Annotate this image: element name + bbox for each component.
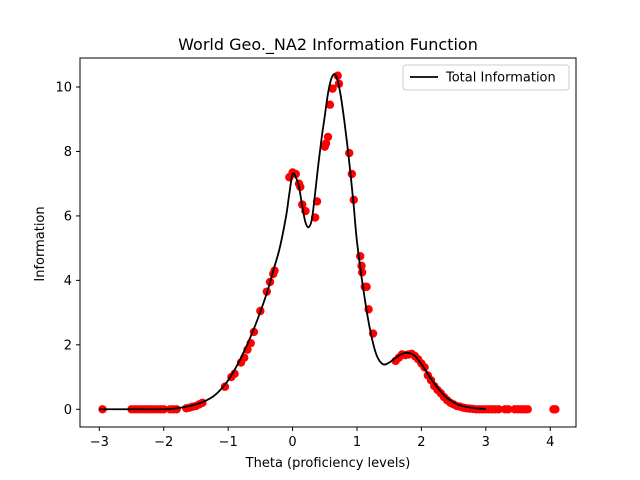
x-axis-label: Theta (proficiency levels) xyxy=(245,456,411,471)
axes-frame xyxy=(79,57,577,428)
data-point xyxy=(551,405,560,414)
y-tick-label: 0 xyxy=(64,403,72,418)
x-tick-label: −1 xyxy=(219,435,238,450)
data-point xyxy=(523,405,532,414)
data-point xyxy=(325,100,335,109)
y-tick-label: 8 xyxy=(64,145,72,160)
data-point xyxy=(220,382,230,391)
legend-box xyxy=(402,64,570,91)
data-point xyxy=(328,84,337,93)
data-point xyxy=(504,405,513,414)
plot-area: −3 −2 −1 0 1 2 3 4 0 2 4 6 8 10 Total Information xyxy=(55,57,577,450)
y-axis-label: Information xyxy=(33,206,48,281)
total-information-line xyxy=(99,73,486,411)
data-point xyxy=(323,132,333,142)
chart-title: World Geo._NA2 Information Function xyxy=(178,35,478,55)
x-tick-label: 4 xyxy=(546,435,554,450)
x-tick-label: 0 xyxy=(288,435,296,450)
y-tick-label: 6 xyxy=(64,209,72,224)
legend: Total Information xyxy=(402,64,570,91)
data-point xyxy=(362,282,371,292)
y-tick-label: 4 xyxy=(64,274,72,289)
y-tick-label: 10 xyxy=(55,81,72,96)
y-tick-label: 2 xyxy=(64,338,72,353)
x-tick-label: 1 xyxy=(353,435,361,450)
data-point xyxy=(333,71,342,80)
x-tick-label: −3 xyxy=(90,435,109,450)
data-point xyxy=(291,169,300,179)
data-point xyxy=(347,169,357,179)
data-point xyxy=(356,252,365,261)
x-tick-label: −2 xyxy=(154,435,173,450)
data-point xyxy=(494,405,503,414)
data-point xyxy=(321,139,331,148)
x-tick-label: 2 xyxy=(417,435,425,450)
legend-label: Total Information xyxy=(445,71,556,86)
x-tick-label: 3 xyxy=(482,435,490,450)
